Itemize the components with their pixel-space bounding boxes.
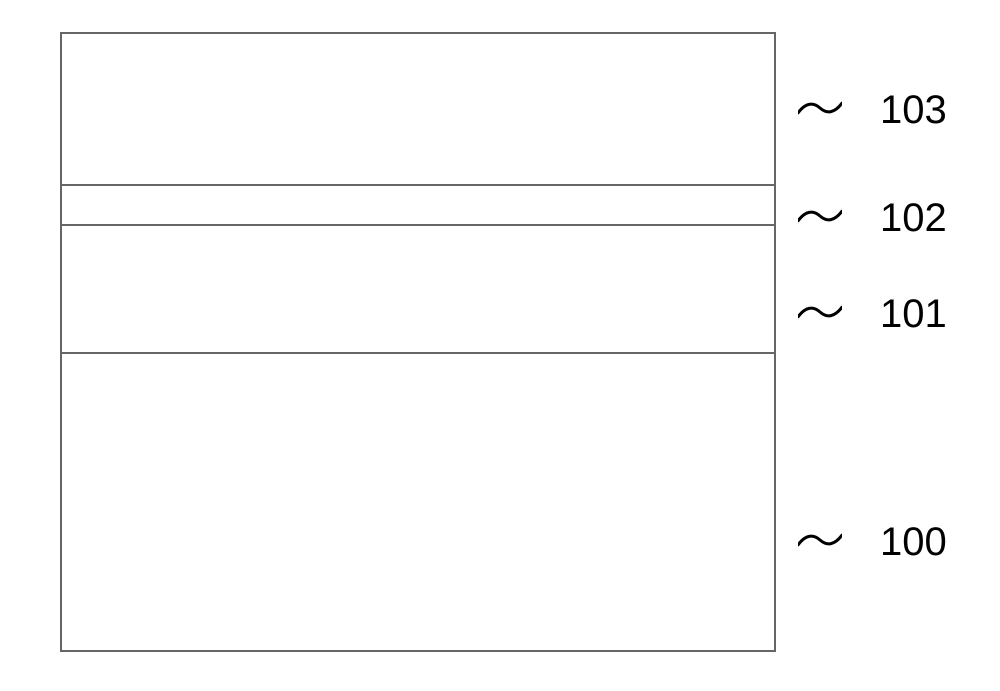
lead-line — [798, 97, 842, 119]
layer-stack — [60, 32, 776, 652]
layer-102 — [60, 184, 776, 224]
layer-label: 100 — [880, 520, 947, 565]
layer-label: 103 — [880, 88, 947, 133]
layer-101 — [60, 224, 776, 352]
figure-canvas: 103 102 101 100 — [0, 0, 1000, 691]
layer-label: 102 — [880, 196, 947, 241]
layer-100 — [60, 352, 776, 652]
layer-label: 101 — [880, 292, 947, 337]
lead-line — [798, 301, 842, 323]
layer-103 — [60, 32, 776, 184]
lead-line — [798, 529, 842, 551]
lead-line — [798, 205, 842, 227]
